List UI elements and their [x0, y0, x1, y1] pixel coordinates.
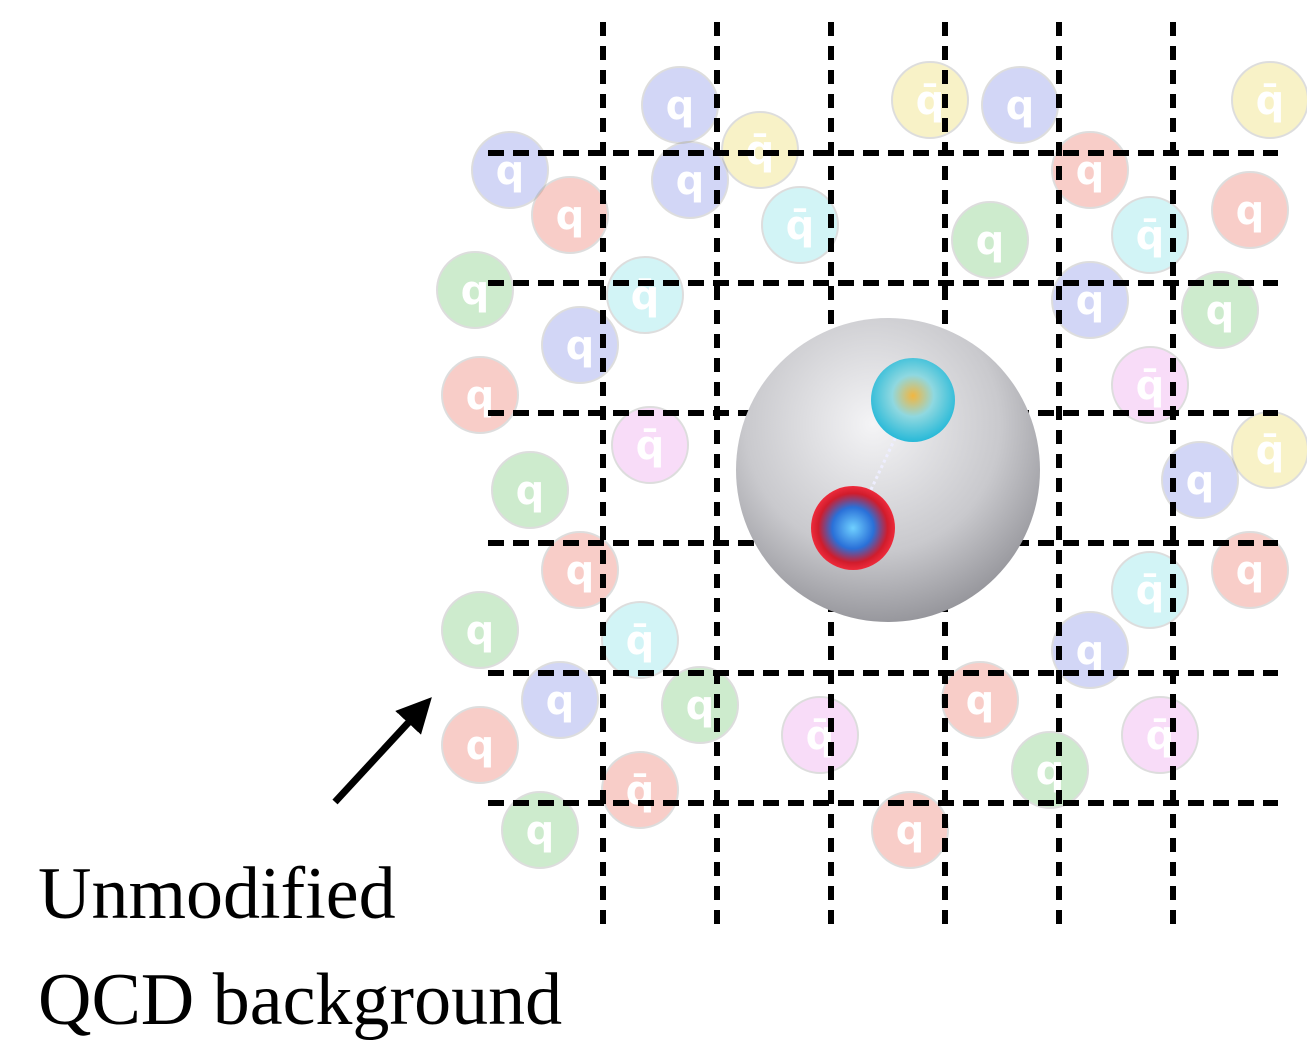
- quark: q̄: [722, 112, 798, 188]
- quark-label: q: [1186, 458, 1215, 504]
- quark-label: q: [966, 678, 995, 724]
- quark-label: q: [976, 218, 1005, 264]
- quark-label: q: [896, 808, 925, 854]
- quark-label: q: [676, 158, 705, 204]
- quark: q: [952, 202, 1028, 278]
- quark-label: q̄: [636, 423, 665, 469]
- quark-label: q: [566, 548, 595, 594]
- quark: q̄: [762, 187, 838, 263]
- quark-label: q̄: [626, 768, 655, 814]
- quark-label: q: [686, 683, 715, 729]
- quark: q: [982, 67, 1058, 143]
- quark-label: q̄: [1256, 428, 1285, 474]
- quark: q: [1052, 132, 1128, 208]
- quark: q: [1052, 262, 1128, 338]
- quark: q̄: [607, 257, 683, 333]
- quark-label: q: [1236, 188, 1265, 234]
- diagram: qq̄qq̄qq̄qqqq̄qq̄qqq̄qqqqq̄q̄q̄qqqq̄qqq̄…: [0, 0, 1307, 1040]
- quark-label: q: [466, 723, 495, 769]
- quark: q̄: [1232, 62, 1307, 138]
- quark: q: [442, 357, 518, 433]
- quark-label: q̄: [1136, 568, 1165, 614]
- quark: q: [872, 792, 948, 868]
- quark-label: q: [516, 468, 545, 514]
- hadron: [736, 318, 1040, 622]
- quark-sphere: [811, 486, 895, 570]
- quark: q̄: [1232, 412, 1307, 488]
- quark-label: q: [556, 193, 585, 239]
- quark: q̄: [1122, 697, 1198, 773]
- quark-label: q: [666, 83, 695, 129]
- quark: q: [662, 667, 738, 743]
- quark: q: [1052, 612, 1128, 688]
- quark-label: q: [546, 678, 575, 724]
- quark-label: q: [1076, 628, 1105, 674]
- quark: q̄: [892, 62, 968, 138]
- quark-label: q: [1206, 288, 1235, 334]
- quark: q: [522, 662, 598, 738]
- quark: q: [442, 592, 518, 668]
- arrow: [335, 710, 420, 802]
- quark-label: q̄: [786, 203, 815, 249]
- quark: q̄: [602, 752, 678, 828]
- annotation-line: Unmodified: [38, 853, 396, 935]
- hadron-bubble: [736, 318, 1040, 622]
- quark: q̄: [1112, 197, 1188, 273]
- quark: q: [492, 452, 568, 528]
- quark: q: [1212, 172, 1288, 248]
- quark-label: q: [466, 608, 495, 654]
- page: qq̄qq̄qq̄qqqq̄qq̄qqq̄qqqqq̄q̄q̄qqqq̄qqq̄…: [0, 0, 1307, 1040]
- quark: q: [437, 252, 513, 328]
- quark: q: [442, 707, 518, 783]
- quark: q: [542, 307, 618, 383]
- annotation-line: QCD background: [38, 959, 562, 1040]
- quark-label: q: [526, 808, 555, 854]
- quark-label: q̄: [626, 618, 655, 664]
- quark: q: [1012, 732, 1088, 808]
- quark: q̄: [782, 697, 858, 773]
- quark-label: q: [1006, 83, 1035, 129]
- quark-label: q̄: [1136, 363, 1165, 409]
- quark: q̄: [602, 602, 678, 678]
- quark-sphere: [871, 358, 955, 442]
- quark: q: [642, 67, 718, 143]
- quark-label: q: [566, 323, 595, 369]
- quark: q: [532, 177, 608, 253]
- quark-label: q̄: [1136, 213, 1165, 259]
- quark: q̄: [612, 407, 688, 483]
- quark-label: q̄: [1256, 78, 1285, 124]
- quark-label: q: [1236, 548, 1265, 594]
- quark-label: q̄: [916, 78, 945, 124]
- quark-label: q̄: [631, 273, 660, 319]
- quark-label: q: [461, 268, 490, 314]
- quark: q̄: [1112, 552, 1188, 628]
